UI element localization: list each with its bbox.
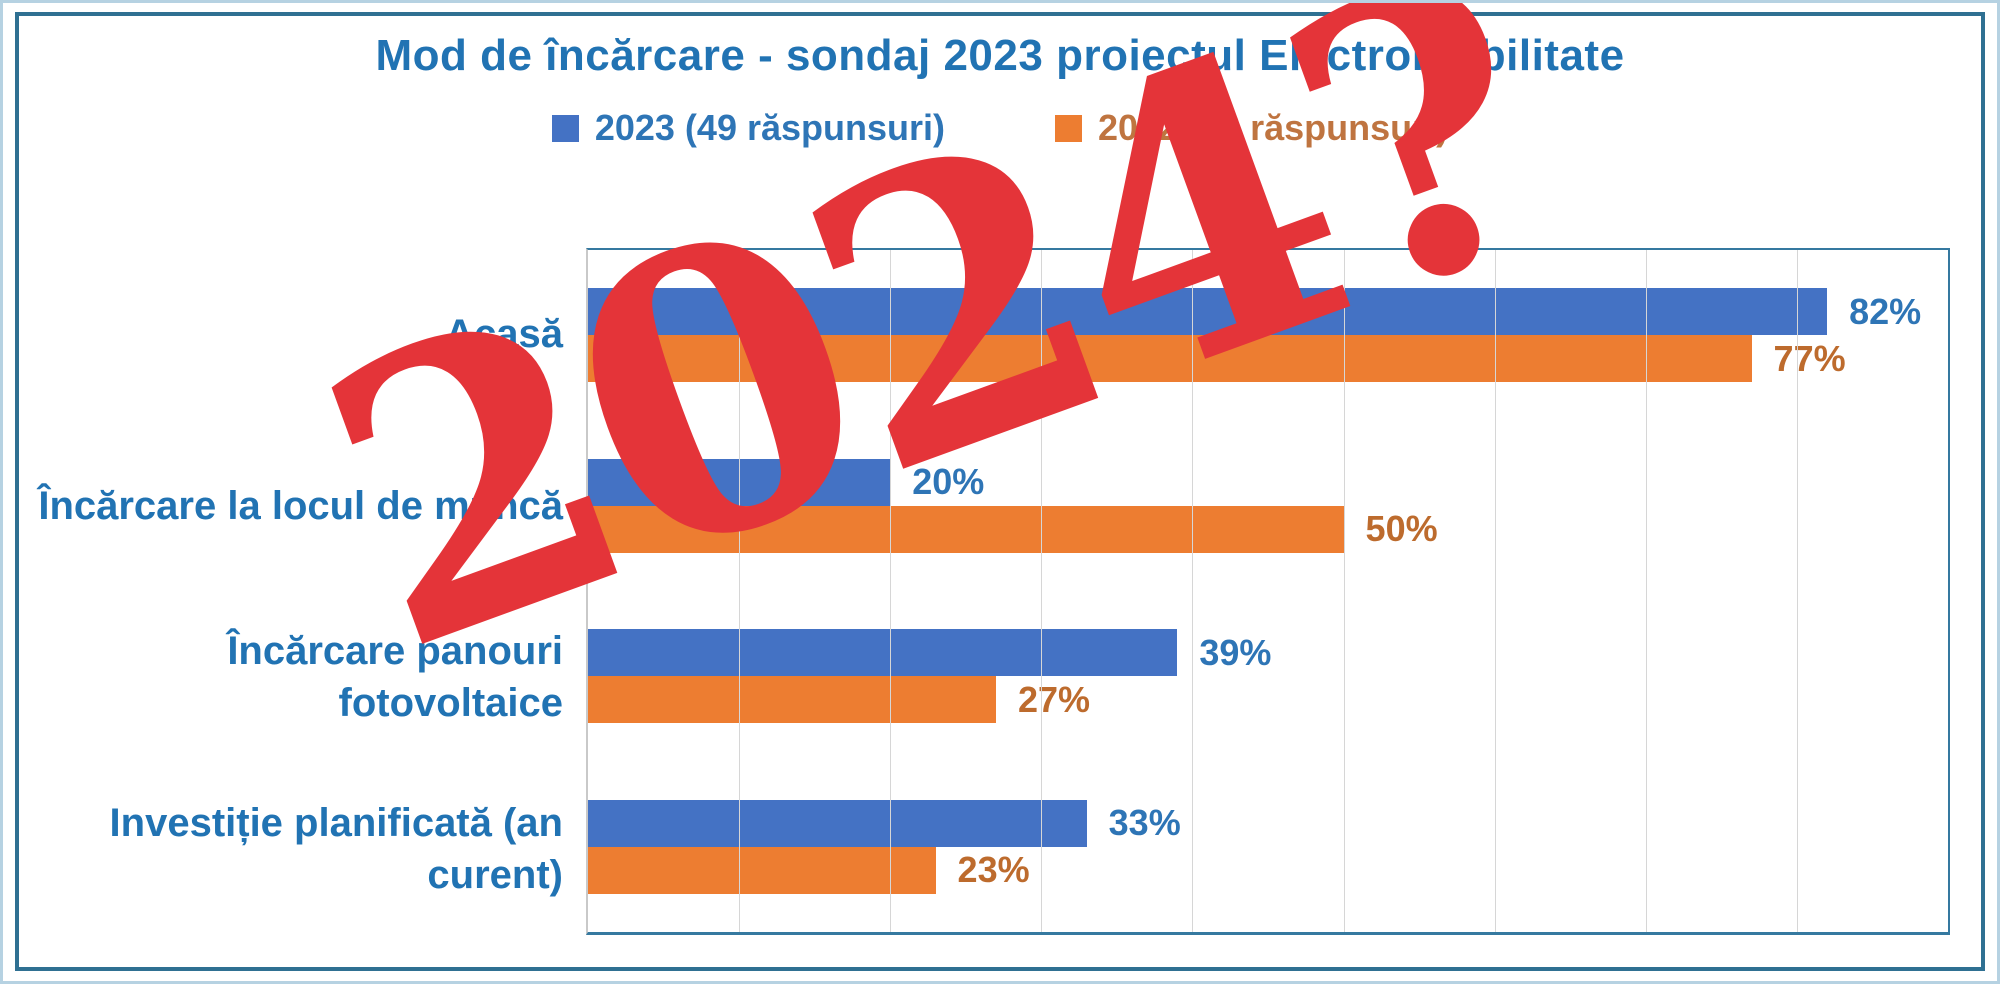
data-label: 27%	[1018, 678, 1091, 720]
bar-group: 20% 50%	[588, 421, 1948, 592]
category-label: Acasă	[445, 311, 563, 356]
data-label: 82%	[1849, 290, 1922, 332]
bar-2022-Investiție planificată (an curent)	[588, 846, 936, 894]
bar-rows: 82% 77% 20% 50% 39% 27% 33% 23%	[588, 250, 1948, 932]
bar-group: 82% 77%	[588, 250, 1948, 421]
chart-title: Mod de încărcare - sondaj 2023 proiectul…	[375, 31, 1625, 80]
data-label: 23%	[957, 849, 1030, 891]
legend-item: 2022 (26 răspunsuri)	[1055, 107, 1448, 149]
data-label: 20%	[912, 461, 985, 503]
gridline	[1494, 250, 1496, 932]
bar-row: 20%	[588, 458, 1948, 506]
bar-row: 27%	[588, 676, 1948, 724]
data-label: 33%	[1108, 802, 1181, 844]
chart-border	[15, 12, 1985, 971]
gridline	[1645, 250, 1647, 932]
legend-swatch-2022	[1055, 114, 1082, 142]
bar-row: 39%	[588, 629, 1948, 677]
data-label: 77%	[1773, 337, 1846, 379]
bar-2023-Acasă	[588, 288, 1828, 336]
bar-2023-Încărcare panouri fotovoltaice	[588, 629, 1178, 677]
gridline	[1796, 250, 1798, 932]
gridline	[890, 250, 892, 932]
chart-legend: 2023 (49 răspunsuri) 2022 (26 răspunsuri…	[3, 107, 1997, 149]
legend-label-2022: 2022 (26 răspunsuri)	[1098, 107, 1449, 148]
plot-area: 82% 77% 20% 50% 39% 27% 33% 23%	[586, 248, 1950, 935]
bar-2022-Acasă	[588, 335, 1752, 383]
gridline	[1041, 250, 1043, 932]
data-label: 50%	[1365, 508, 1438, 550]
bar-2022-Încărcare panouri fotovoltaice	[588, 676, 996, 724]
category-label: Investiție planificată (an curent)	[109, 801, 563, 898]
legend-label-2023: 2023 (49 răspunsuri)	[594, 107, 945, 148]
gridline	[1343, 250, 1345, 932]
legend-swatch-2023	[551, 114, 579, 142]
category-axis-labels: Acasă Încărcare la locul de muncă Încărcar…	[33, 248, 563, 935]
bar-row: 77%	[588, 335, 1948, 383]
data-label: 39%	[1199, 631, 1272, 673]
gridline	[739, 250, 741, 932]
bar-2023-Investiție planificată (an curent)	[588, 799, 1087, 847]
bar-row: 23%	[588, 846, 1948, 894]
bar-row: 33%	[588, 799, 1948, 847]
bar-row: 50%	[588, 505, 1948, 553]
category-label: Încărcare panouri fotovoltaice	[227, 629, 563, 726]
bar-group: 39% 27%	[588, 591, 1948, 762]
category-label: Încărcare la locul de muncă	[38, 483, 563, 528]
bar-2022-Încărcare la locul de muncă	[588, 505, 1344, 553]
bar-group: 33% 23%	[588, 762, 1948, 933]
bar-row: 82%	[588, 288, 1948, 336]
gridline	[1192, 250, 1194, 932]
legend-item: 2023 (49 răspunsuri)	[551, 107, 945, 149]
